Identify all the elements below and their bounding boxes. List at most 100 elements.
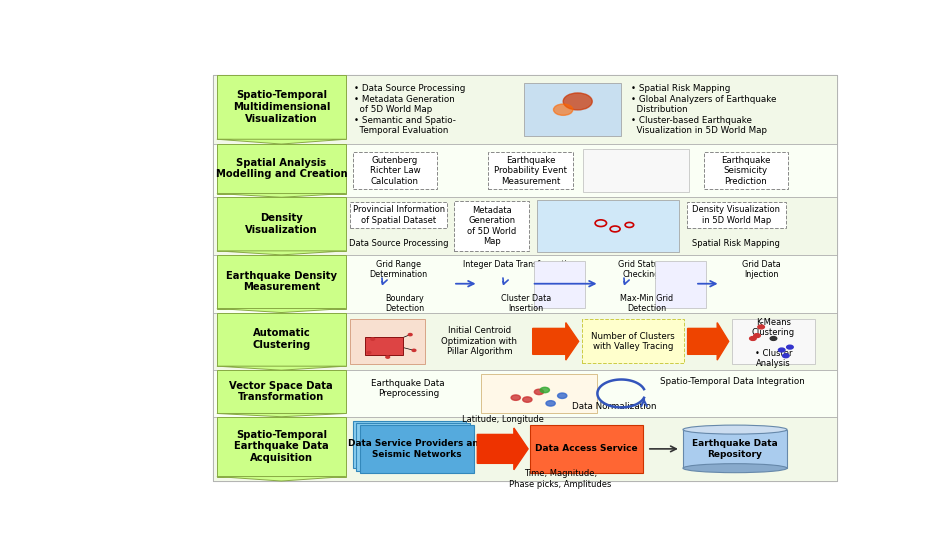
Bar — [213, 75, 837, 144]
Text: Spatio-Temporal
Earthquake Data
Acquisition: Spatio-Temporal Earthquake Data Acquisit… — [234, 430, 329, 463]
Circle shape — [534, 389, 543, 395]
Text: Grid Range
Determination: Grid Range Determination — [369, 260, 427, 279]
Bar — [537, 200, 680, 252]
Polygon shape — [217, 139, 346, 144]
Bar — [655, 261, 706, 308]
Bar — [352, 152, 438, 189]
Text: • Data Source Processing
• Metadata Generation
  of 5D World Map
• Semantic and : • Data Source Processing • Metadata Gene… — [353, 84, 466, 135]
Bar — [351, 319, 425, 364]
Bar — [360, 425, 474, 472]
Polygon shape — [217, 476, 346, 481]
Bar — [529, 425, 643, 472]
Text: Data Access Service: Data Access Service — [535, 444, 638, 453]
Circle shape — [540, 387, 550, 393]
Circle shape — [783, 354, 789, 358]
Circle shape — [754, 334, 760, 338]
Bar — [352, 421, 467, 469]
Bar — [366, 337, 403, 355]
Text: Provincial Information
of Spatial Dataset: Provincial Information of Spatial Datase… — [352, 205, 445, 224]
Text: Spatio-Temporal
Multidimensional
Visualization: Spatio-Temporal Multidimensional Visuali… — [233, 90, 330, 124]
Bar — [351, 202, 447, 228]
Text: Earthquake Data
Preprocessing: Earthquake Data Preprocessing — [371, 378, 445, 398]
Bar — [356, 423, 470, 471]
Bar — [213, 255, 837, 312]
Bar — [525, 83, 621, 136]
Bar — [213, 312, 837, 370]
Circle shape — [750, 337, 756, 340]
Bar — [732, 319, 814, 364]
Bar — [217, 417, 346, 476]
Text: Spatial Risk Mapping: Spatial Risk Mapping — [692, 239, 780, 248]
Bar — [213, 197, 837, 255]
Bar — [583, 150, 689, 192]
Bar — [217, 75, 346, 139]
Polygon shape — [217, 414, 346, 417]
Ellipse shape — [683, 464, 787, 472]
Text: Data Service Providers and
Seismic Networks: Data Service Providers and Seismic Netwo… — [348, 439, 485, 459]
Bar — [686, 202, 785, 228]
Text: Data Source Processing: Data Source Processing — [349, 239, 449, 248]
Text: Time, Magnitude,
Phase picks, Amplitudes: Time, Magnitude, Phase picks, Amplitudes — [509, 470, 611, 489]
Circle shape — [371, 338, 375, 340]
Text: Cluster Data
Insertion: Cluster Data Insertion — [500, 294, 551, 313]
Text: Number of Clusters
with Valley Tracing: Number of Clusters with Valley Tracing — [591, 332, 675, 351]
Bar — [703, 152, 788, 189]
Text: Grid Data
Injection: Grid Data Injection — [742, 260, 781, 279]
Text: • Cluster
Analysis: • Cluster Analysis — [755, 349, 792, 368]
Ellipse shape — [683, 425, 787, 434]
Text: K-Means
Clustering: K-Means Clustering — [752, 318, 795, 337]
Text: Density
Visualization: Density Visualization — [245, 213, 318, 234]
FancyArrow shape — [477, 428, 528, 470]
Circle shape — [523, 397, 532, 402]
Circle shape — [409, 333, 412, 336]
Circle shape — [779, 348, 785, 352]
Text: Spatio-Temporal Data Integration: Spatio-Temporal Data Integration — [660, 377, 804, 386]
Polygon shape — [217, 366, 346, 370]
Bar — [683, 430, 787, 468]
Text: Data Normalization: Data Normalization — [572, 402, 656, 411]
Text: Gutenberg
Richter Law
Calculation: Gutenberg Richter Law Calculation — [369, 156, 421, 185]
Polygon shape — [217, 251, 346, 255]
FancyArrow shape — [687, 323, 728, 360]
Bar — [217, 197, 346, 251]
Text: Max-Min Grid
Detection: Max-Min Grid Detection — [620, 294, 673, 313]
Polygon shape — [217, 309, 346, 312]
Circle shape — [758, 325, 765, 329]
Text: Density Visualization
in 5D World Map: Density Visualization in 5D World Map — [692, 205, 780, 224]
Text: Latitude, Longitude: Latitude, Longitude — [462, 415, 543, 425]
Text: Earthquake
Probability Event
Measurement: Earthquake Probability Event Measurement — [494, 156, 567, 185]
Bar — [454, 201, 529, 251]
Text: Grid Status
Checking: Grid Status Checking — [618, 260, 663, 279]
Bar — [217, 144, 346, 194]
Circle shape — [786, 345, 793, 349]
Circle shape — [770, 337, 777, 340]
Text: Spatial Analysis
Modelling and Creation: Spatial Analysis Modelling and Creation — [216, 158, 347, 179]
Circle shape — [412, 349, 416, 351]
Bar — [481, 375, 597, 412]
Bar — [217, 370, 346, 414]
Bar — [213, 144, 837, 197]
Text: Earthquake
Seismicity
Prediction: Earthquake Seismicity Prediction — [721, 156, 770, 185]
Bar — [488, 152, 573, 189]
Bar — [213, 417, 837, 481]
Circle shape — [563, 93, 592, 110]
Circle shape — [367, 351, 371, 354]
Bar — [213, 370, 837, 417]
Bar — [583, 320, 683, 363]
Circle shape — [546, 400, 555, 406]
Text: Boundary
Detection: Boundary Detection — [385, 294, 424, 313]
Bar — [217, 255, 346, 309]
Circle shape — [554, 104, 573, 116]
Text: • Spatial Risk Mapping
• Global Analyzers of Earthquake
  Distribution
• Cluster: • Spatial Risk Mapping • Global Analyzer… — [631, 84, 776, 135]
Text: Earthquake Data
Repository: Earthquake Data Repository — [692, 439, 778, 459]
Text: Metadata
Generation
of 5D World
Map: Metadata Generation of 5D World Map — [468, 206, 516, 246]
Text: Earthquake Density
Measurement: Earthquake Density Measurement — [226, 271, 337, 292]
Bar — [217, 312, 346, 366]
FancyArrow shape — [533, 323, 579, 360]
Polygon shape — [217, 194, 346, 197]
Bar — [534, 261, 585, 308]
Text: Automatic
Clustering: Automatic Clustering — [252, 328, 310, 350]
Circle shape — [386, 356, 390, 358]
Text: Vector Space Data
Transformation: Vector Space Data Transformation — [229, 381, 333, 403]
Circle shape — [557, 393, 567, 398]
